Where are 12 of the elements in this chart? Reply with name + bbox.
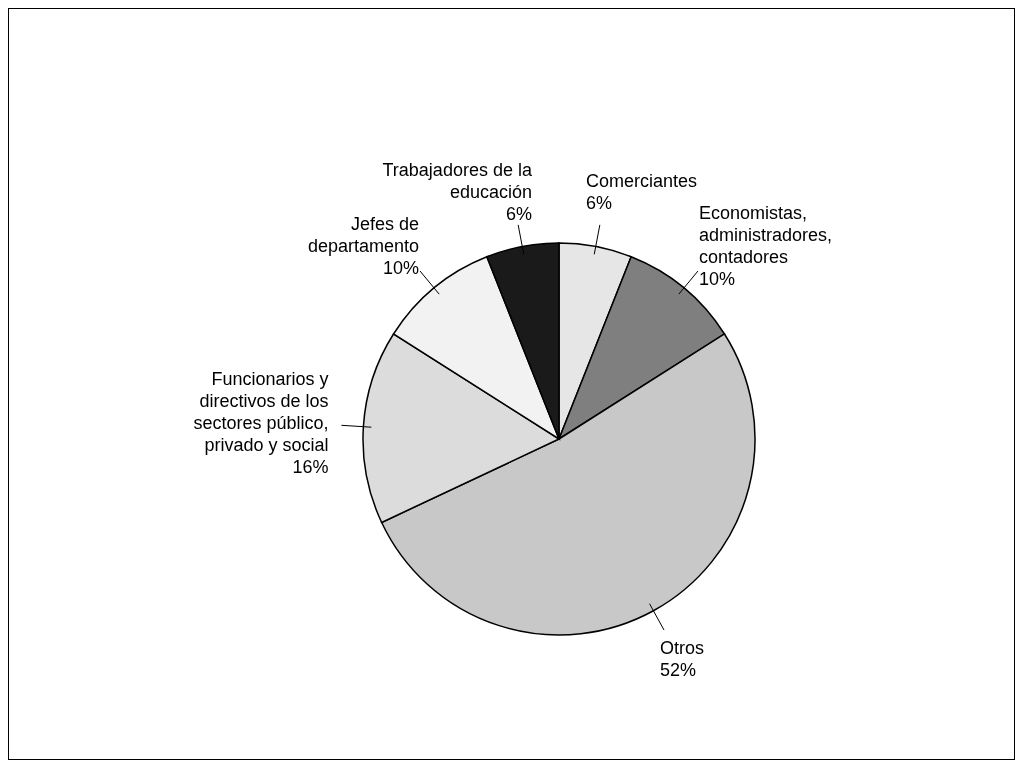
slice-label: Economistas, administradores, contadores	[698, 202, 833, 267]
slice-label: Funcionarios y directivos de los sectores público, privado y social	[193, 369, 329, 456]
data-label: 16%	[292, 457, 329, 478]
slice-label: Comerciantes	[586, 171, 698, 192]
slice-label: Trabajadores de la educación	[382, 160, 533, 203]
slice-label: Otros	[659, 637, 704, 658]
data-label: 52%	[659, 659, 696, 680]
data-label: 10%	[382, 257, 420, 278]
data-label: 6%	[505, 204, 532, 225]
slice-label: Jefes de departamento	[307, 213, 420, 256]
data-label: 10%	[698, 268, 736, 289]
data-label: 6%	[586, 193, 613, 214]
